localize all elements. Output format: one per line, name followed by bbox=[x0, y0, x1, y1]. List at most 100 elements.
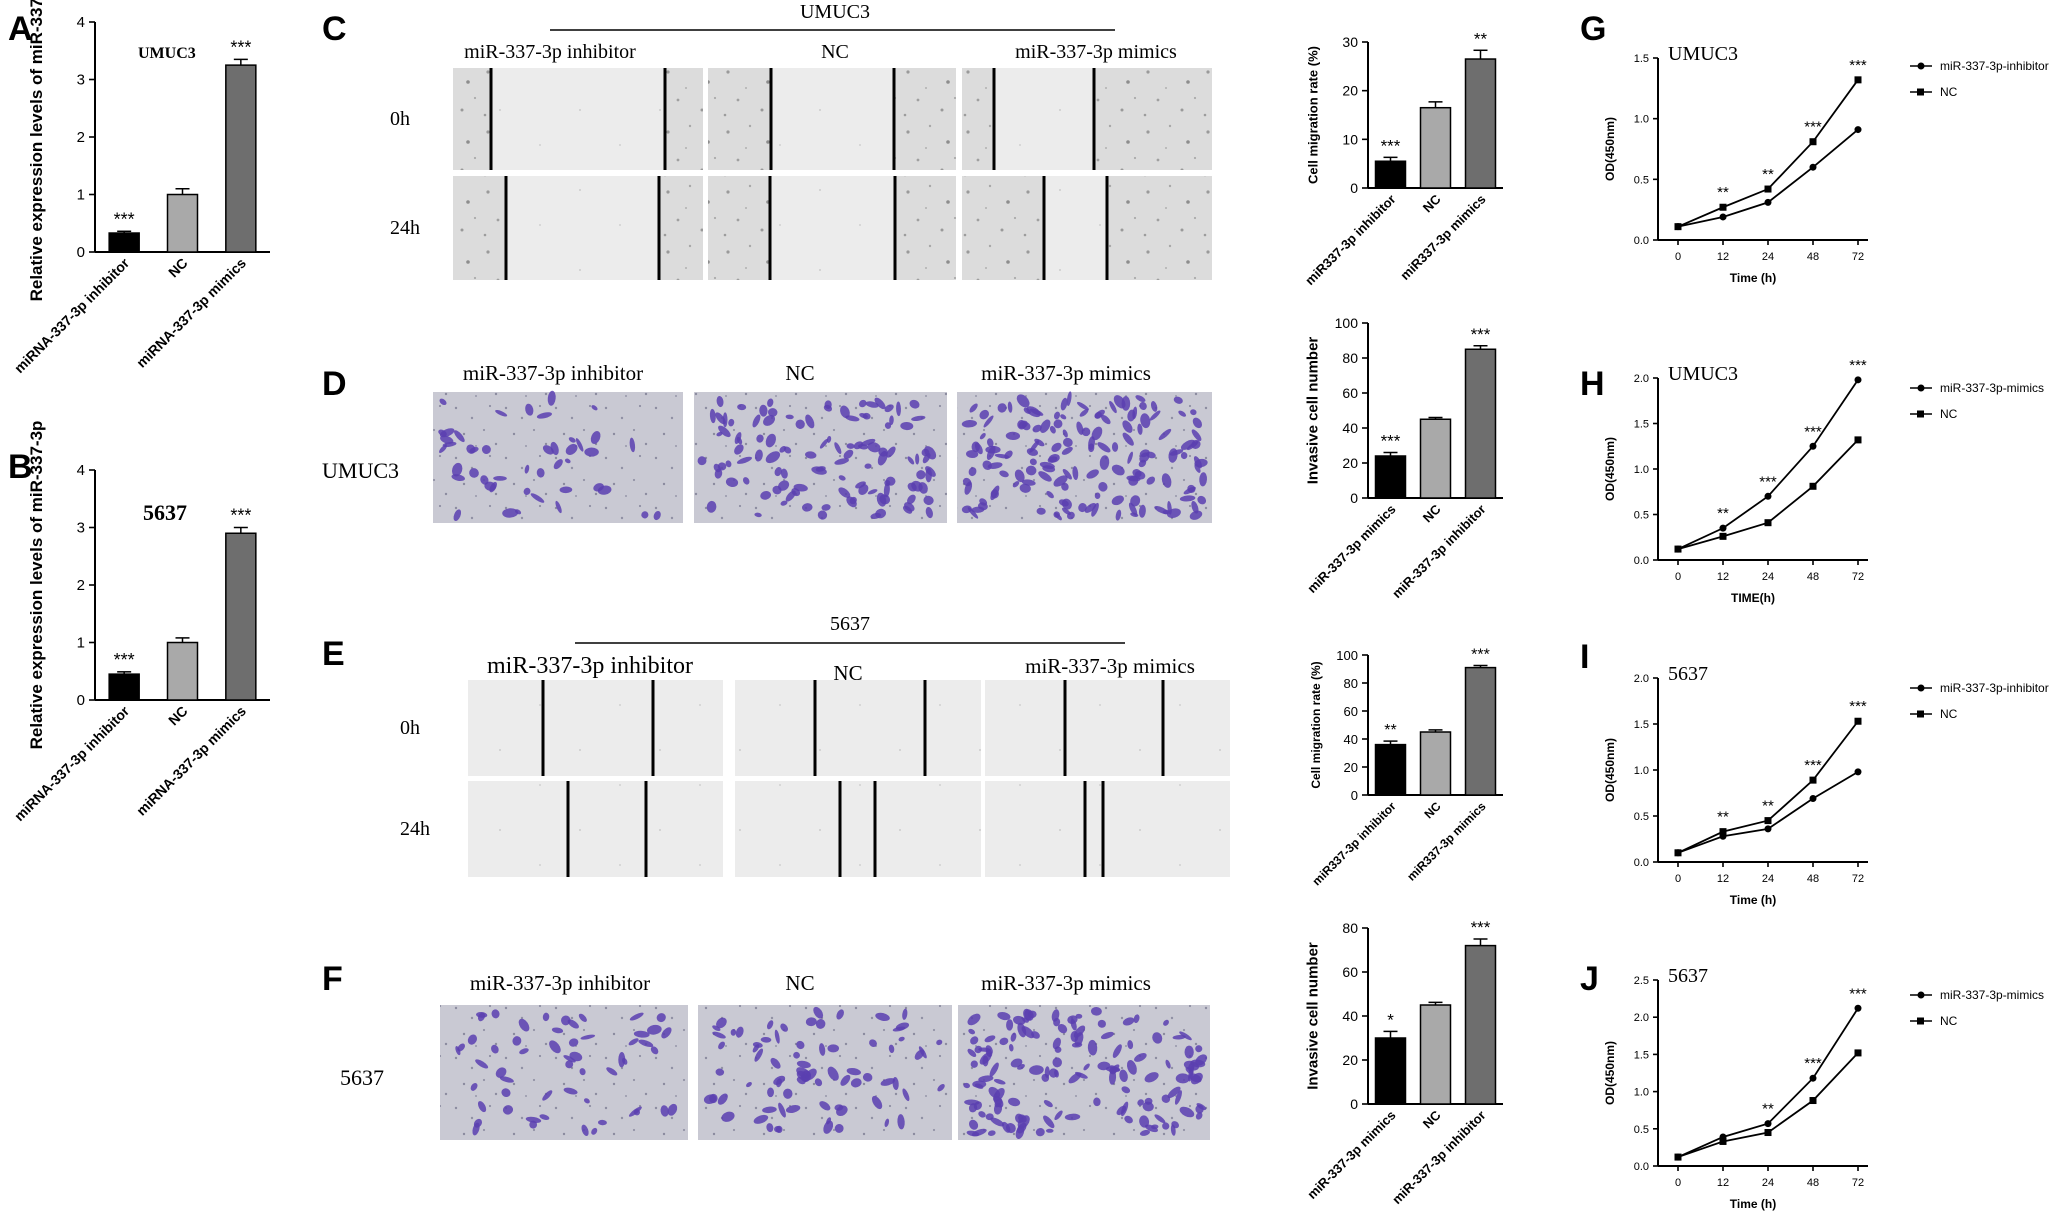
stained-cell bbox=[1128, 475, 1139, 486]
stained-cell bbox=[717, 462, 727, 471]
stained-cell bbox=[597, 1119, 607, 1126]
stained-cell bbox=[765, 433, 776, 448]
stained-cell bbox=[1196, 1103, 1207, 1111]
stained-cell bbox=[470, 1082, 478, 1091]
significance-label: * bbox=[1387, 1010, 1394, 1029]
stained-cell bbox=[697, 456, 707, 466]
stained-cell bbox=[1088, 443, 1095, 453]
stained-cell bbox=[850, 1078, 862, 1088]
significance-label: *** bbox=[1804, 119, 1822, 136]
category-label: NC bbox=[165, 255, 191, 281]
stained-cell bbox=[867, 442, 881, 453]
row-label: 24h bbox=[400, 818, 430, 840]
stained-cell bbox=[827, 1044, 840, 1053]
stained-cell bbox=[1139, 1129, 1151, 1136]
stained-cell bbox=[633, 1109, 640, 1116]
stained-cell bbox=[477, 1101, 487, 1113]
stained-cell bbox=[860, 438, 876, 447]
stained-cell bbox=[1062, 437, 1073, 447]
stained-cell bbox=[518, 1018, 530, 1032]
stained-cell bbox=[1064, 1113, 1081, 1121]
data-point bbox=[1809, 1097, 1817, 1105]
y-tick-label: 0 bbox=[1350, 180, 1358, 196]
stained-cell bbox=[1144, 1072, 1159, 1083]
category-label: miR337-3p mimics bbox=[1404, 799, 1489, 884]
y-tick-label: 1.5 bbox=[1634, 53, 1649, 65]
stained-cell bbox=[766, 1020, 774, 1030]
y-tick-label: 1.5 bbox=[1634, 419, 1649, 431]
stained-cell bbox=[1043, 1115, 1055, 1129]
stained-cell bbox=[1053, 411, 1061, 420]
data-point bbox=[1854, 126, 1862, 134]
stained-cell bbox=[451, 474, 465, 482]
bar-1 bbox=[1419, 418, 1452, 499]
micrograph bbox=[735, 781, 981, 877]
stained-cell bbox=[1130, 512, 1139, 517]
stained-cell bbox=[780, 500, 788, 506]
stained-cell bbox=[997, 403, 1007, 413]
stained-cell bbox=[1039, 419, 1051, 434]
stained-cell bbox=[1075, 1013, 1083, 1019]
stained-cell bbox=[725, 477, 739, 488]
stained-cell bbox=[990, 1117, 1005, 1127]
y-tick-label: 40 bbox=[1342, 420, 1358, 436]
stained-cell bbox=[826, 435, 832, 443]
stained-cell bbox=[1051, 442, 1062, 452]
stained-cell bbox=[1145, 1124, 1158, 1133]
chart-title: UMUC3 bbox=[1668, 363, 1738, 385]
x-axis-label: Time (h) bbox=[1730, 271, 1776, 285]
category-label: NC bbox=[1420, 191, 1444, 215]
legend-marker bbox=[1917, 991, 1925, 999]
y-tick-label: 0 bbox=[1350, 1096, 1358, 1112]
stained-cell bbox=[646, 1024, 662, 1035]
stained-cell bbox=[838, 475, 846, 481]
stained-cell bbox=[1052, 1037, 1061, 1050]
stained-cell bbox=[907, 456, 915, 465]
stained-cell bbox=[1046, 491, 1054, 499]
stained-cell bbox=[1197, 495, 1207, 505]
stained-cell bbox=[1161, 473, 1172, 488]
y-tick-label: 20 bbox=[1342, 455, 1358, 471]
stained-cell bbox=[1183, 486, 1196, 495]
stained-cell bbox=[923, 495, 934, 505]
stained-cell bbox=[591, 1127, 598, 1135]
stained-cell bbox=[999, 470, 1009, 478]
category-label: NC bbox=[165, 703, 191, 729]
stained-cell bbox=[1154, 506, 1169, 515]
significance-label: ** bbox=[1717, 809, 1729, 826]
stained-cell bbox=[862, 1073, 873, 1082]
stained-cell bbox=[892, 1026, 906, 1032]
category-label: NC bbox=[1420, 1107, 1444, 1131]
bar-2 bbox=[225, 64, 257, 253]
y-axis-label: OD(450nm) bbox=[1603, 117, 1617, 181]
data-point bbox=[1854, 717, 1862, 725]
stained-cell bbox=[529, 1120, 538, 1129]
x-tick-label: 48 bbox=[1807, 251, 1819, 263]
data-point bbox=[1854, 76, 1862, 84]
stained-cell bbox=[712, 1025, 721, 1032]
stained-cell bbox=[734, 444, 744, 455]
stained-cell bbox=[1006, 1019, 1014, 1031]
significance-label: ** bbox=[1762, 166, 1774, 183]
stained-cell bbox=[1190, 1072, 1203, 1085]
stained-cell bbox=[1128, 502, 1138, 516]
stained-cell bbox=[1026, 448, 1039, 456]
significance-label: *** bbox=[1471, 647, 1490, 664]
stained-cell bbox=[1100, 1031, 1114, 1040]
y-tick-label: 2.5 bbox=[1634, 975, 1649, 987]
column-label: NC bbox=[785, 971, 814, 995]
stained-cell bbox=[767, 398, 774, 407]
stained-cell bbox=[925, 506, 933, 519]
stained-cell bbox=[1191, 500, 1199, 514]
stained-cell bbox=[1013, 1015, 1026, 1025]
stained-cell bbox=[1031, 1031, 1040, 1039]
stained-cell bbox=[650, 1046, 659, 1055]
stained-cell bbox=[495, 409, 508, 417]
row-label: 5637 bbox=[340, 1065, 384, 1090]
stained-cell bbox=[869, 1039, 877, 1047]
chart-title: 5637 bbox=[1668, 965, 1708, 987]
stained-cell bbox=[638, 1039, 654, 1048]
stained-cell bbox=[858, 484, 869, 495]
stained-cell bbox=[1035, 1128, 1045, 1137]
scratch-gap bbox=[491, 68, 665, 170]
